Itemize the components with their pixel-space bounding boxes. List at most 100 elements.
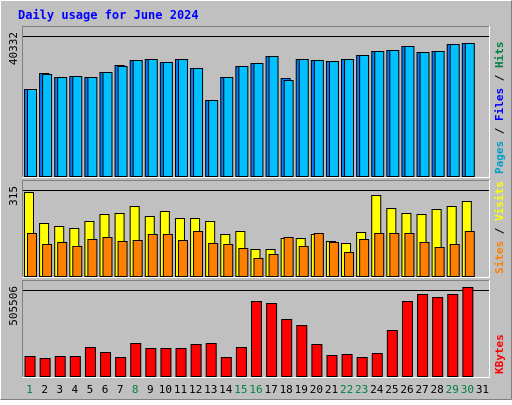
bar-hits-hits-day-27 bbox=[419, 52, 430, 177]
bar-hits-hits-day-12 bbox=[193, 68, 204, 177]
x-tick-label-17: 17 bbox=[264, 383, 277, 396]
bar-kbytes-kbytes-day-19 bbox=[296, 325, 308, 377]
bar-hits-hits-day-21 bbox=[328, 61, 339, 177]
x-tick-label-20: 20 bbox=[310, 383, 323, 396]
bar-kbytes-kbytes-day-5 bbox=[84, 347, 96, 377]
x-tick-label-31: 31 bbox=[476, 383, 489, 396]
bar-kbytes-kbytes-day-12 bbox=[190, 344, 202, 377]
panel-sites-legend: Sites / Visits bbox=[493, 181, 506, 274]
bar-hits-hits-day-29 bbox=[449, 44, 460, 177]
bar-sites-sites-day-17 bbox=[268, 254, 279, 277]
panel-kbytes-max-label: 505506 bbox=[7, 286, 20, 326]
bar-sites-sites-day-13 bbox=[208, 243, 219, 277]
bar-kbytes-kbytes-day-6 bbox=[100, 352, 112, 377]
x-tick-label-15: 15 bbox=[234, 383, 247, 396]
bar-hits-hits-day-9 bbox=[147, 59, 158, 177]
bar-hits-hits-day-10 bbox=[162, 62, 173, 177]
x-tick-label-19: 19 bbox=[295, 383, 308, 396]
bar-sites-sites-day-7 bbox=[117, 241, 128, 277]
x-tick-label-23: 23 bbox=[355, 383, 368, 396]
bar-kbytes-kbytes-day-21 bbox=[326, 355, 338, 377]
x-tick-label-13: 13 bbox=[204, 383, 217, 396]
x-tick-label-24: 24 bbox=[370, 383, 384, 396]
bar-hits-hits-day-3 bbox=[57, 77, 68, 177]
legend-entry-sites: Sites bbox=[493, 241, 506, 274]
bar-kbytes-kbytes-day-16 bbox=[251, 301, 262, 377]
bar-sites-sites-day-29 bbox=[449, 244, 460, 277]
bar-hits-hits-day-23 bbox=[359, 55, 370, 177]
bar-kbytes-kbytes-day-24 bbox=[371, 353, 383, 377]
bar-hits-hits-day-25 bbox=[389, 50, 400, 177]
x-tick-label-7: 7 bbox=[117, 383, 124, 396]
x-tick-label-1: 1 bbox=[26, 383, 33, 396]
bar-sites-sites-day-12 bbox=[193, 231, 204, 277]
bar-kbytes-kbytes-day-7 bbox=[115, 357, 127, 377]
bar-hits-hits-day-19 bbox=[298, 59, 309, 177]
bar-hits-hits-day-26 bbox=[404, 46, 415, 177]
bar-kbytes-kbytes-day-28 bbox=[432, 297, 444, 377]
bar-sites-sites-day-19 bbox=[298, 246, 309, 277]
panel-sites-max-label: 315 bbox=[7, 186, 20, 206]
x-tick-label-6: 6 bbox=[102, 383, 109, 396]
bar-hits-hits-day-16 bbox=[253, 63, 264, 177]
legend-entry-kbytes: KBytes bbox=[493, 334, 506, 374]
x-tick-label-9: 9 bbox=[147, 383, 154, 396]
panel-hits-legend: Pages / Files / Hits bbox=[493, 42, 506, 175]
bar-kbytes-kbytes-day-15 bbox=[235, 347, 247, 377]
legend-separator: / bbox=[493, 68, 506, 88]
bar-hits-hits-day-4 bbox=[72, 76, 83, 177]
bar-kbytes-kbytes-day-14 bbox=[220, 357, 232, 377]
bar-hits-hits-day-20 bbox=[313, 60, 324, 177]
bar-kbytes-kbytes-day-9 bbox=[145, 348, 157, 377]
bar-kbytes-kbytes-day-30 bbox=[462, 287, 474, 377]
x-tick-label-29: 29 bbox=[446, 383, 459, 396]
bar-kbytes-kbytes-day-26 bbox=[401, 301, 413, 377]
bar-hits-hits-day-22 bbox=[344, 59, 355, 177]
bar-sites-sites-day-9 bbox=[147, 234, 158, 277]
bar-kbytes-kbytes-day-29 bbox=[447, 294, 459, 377]
x-tick-label-27: 27 bbox=[415, 383, 428, 396]
bar-sites-sites-day-8 bbox=[132, 240, 143, 277]
bar-sites-sites-day-10 bbox=[162, 234, 173, 277]
bar-sites-sites-day-22 bbox=[344, 252, 355, 277]
bar-kbytes-kbytes-day-17 bbox=[266, 303, 278, 377]
bar-kbytes-kbytes-day-3 bbox=[54, 356, 66, 377]
bar-kbytes-kbytes-day-18 bbox=[281, 319, 293, 377]
bar-kbytes-kbytes-day-22 bbox=[341, 354, 353, 377]
bar-sites-sites-day-20 bbox=[313, 233, 324, 277]
bar-sites-sites-day-11 bbox=[177, 240, 188, 277]
bar-kbytes-kbytes-day-1 bbox=[24, 356, 36, 377]
bar-kbytes-kbytes-day-25 bbox=[386, 330, 398, 377]
bar-kbytes-kbytes-day-8 bbox=[130, 343, 142, 377]
bar-sites-sites-day-2 bbox=[42, 244, 53, 277]
bar-sites-sites-day-23 bbox=[359, 239, 370, 277]
x-tick-label-30: 30 bbox=[461, 383, 474, 396]
x-tick-label-25: 25 bbox=[385, 383, 398, 396]
legend-entry-hits: Hits bbox=[493, 42, 506, 69]
x-tick-label-11: 11 bbox=[174, 383, 187, 396]
bar-hits-hits-day-18 bbox=[283, 80, 294, 177]
bar-sites-sites-day-4 bbox=[72, 246, 83, 277]
bar-kbytes-kbytes-day-2 bbox=[39, 358, 51, 377]
bar-kbytes-kbytes-day-23 bbox=[356, 357, 368, 377]
bar-sites-sites-day-28 bbox=[434, 247, 445, 277]
bar-sites-sites-day-14 bbox=[223, 244, 234, 277]
chart-title: Daily usage for June 2024 bbox=[18, 8, 199, 22]
x-tick-label-16: 16 bbox=[249, 383, 262, 396]
x-tick-label-26: 26 bbox=[400, 383, 413, 396]
x-tick-label-2: 2 bbox=[41, 383, 48, 396]
bar-hits-hits-day-5 bbox=[87, 77, 98, 177]
bar-sites-sites-day-1 bbox=[27, 233, 37, 277]
x-tick-label-28: 28 bbox=[431, 383, 444, 396]
bar-kbytes-kbytes-day-11 bbox=[175, 348, 187, 377]
bar-sites-sites-day-16 bbox=[253, 258, 264, 277]
bar-kbytes-kbytes-day-20 bbox=[311, 344, 323, 377]
x-tick-label-14: 14 bbox=[219, 383, 233, 396]
x-tick-label-22: 22 bbox=[340, 383, 353, 396]
bar-sites-sites-day-21 bbox=[328, 242, 339, 277]
bar-sites-sites-day-3 bbox=[57, 242, 68, 277]
panel-hits-max-label: 40332 bbox=[7, 32, 20, 65]
bar-sites-sites-day-6 bbox=[102, 237, 113, 277]
